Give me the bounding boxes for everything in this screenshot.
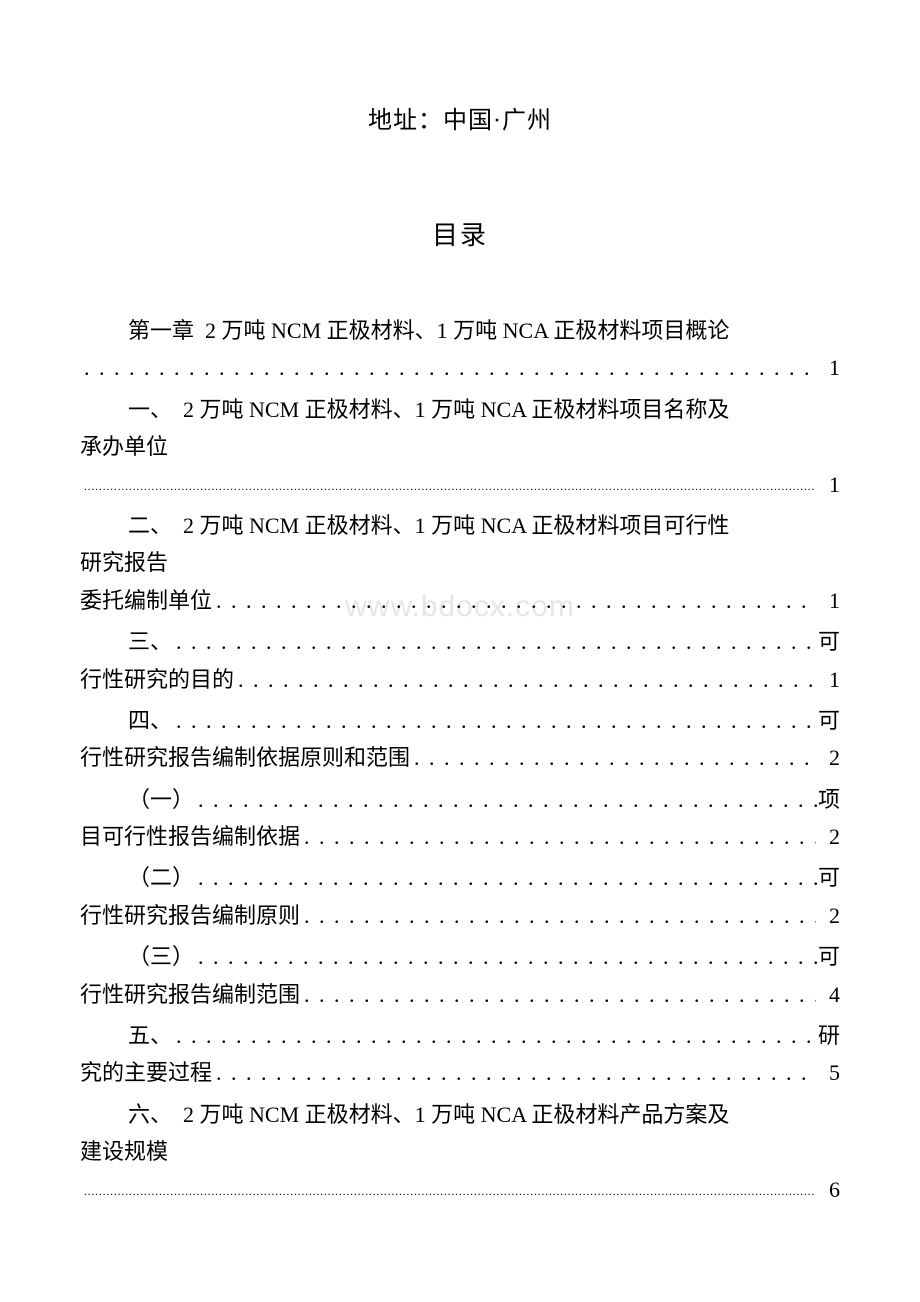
subitem-continuation: 目可行性报告编制依据 (80, 818, 300, 855)
toc-item: 三、 . . . . . . . . . . . . . . . . . . .… (80, 623, 840, 698)
item-label: 四、 (128, 702, 172, 739)
item-suffix: 研 (818, 1017, 840, 1054)
leader-dots: . . . . . . . . . . . . . . . . . . . . … (194, 781, 818, 818)
subitem-suffix: 项 (818, 781, 840, 818)
leader-dots: . . . . . . . . . . . . . . . . . . . . … (172, 1017, 818, 1054)
leader-dots: . . . . . . . . . . . . . . . . . . . . … (212, 1054, 816, 1091)
toc-title: 目录 (80, 215, 840, 252)
subitem-label: （三） (128, 938, 194, 975)
item-suffix: 可 (818, 623, 840, 660)
item-label: 五、 (128, 1017, 172, 1054)
page-number: 5 (816, 1054, 840, 1091)
toc-item: 一、 2 万吨 NCM 正极材料、1 万吨 NCA 正极材料项目名称及 承办单位… (80, 391, 840, 503)
page-number: 1 (816, 466, 840, 503)
leader-dots: . . . . . . . . . . . . . . . . . . . . … (172, 702, 818, 739)
subitem-continuation: 行性研究报告编制原则 (80, 897, 300, 934)
address-line: 地址：中国·广州 (80, 100, 840, 135)
leader-dots: . . . . . . . . . . . . . . . . . . . . … (300, 818, 816, 855)
chapter-text: 2 万吨 NCM 正极材料、1 万吨 NCA 正极材料项目概论 (205, 318, 729, 343)
leader-dots: . . . . . . . . . . . . . . . . . . . . … (410, 739, 816, 776)
page-number: 6 (816, 1171, 840, 1208)
page-number: 2 (816, 818, 840, 855)
toc-item: 二、 2 万吨 NCM 正极材料、1 万吨 NCA 正极材料项目可行性 研究报告… (80, 507, 840, 619)
page-number: 1 (816, 661, 840, 698)
leader-dots: . . . . . . . . . . . . . . . . . . . . … (234, 661, 816, 698)
page-number: 1 (816, 582, 840, 619)
page-number: 2 (816, 739, 840, 776)
leader-dots: ........................................… (80, 478, 816, 497)
item-suffix: 可 (818, 702, 840, 739)
item-continuation: 行性研究报告编制依据原则和范围 (80, 739, 410, 776)
subitem-continuation: 行性研究报告编制范围 (80, 976, 300, 1013)
toc-subitem: （三） . . . . . . . . . . . . . . . . . . … (80, 938, 840, 1013)
item-label: 三、 (128, 623, 172, 660)
item-continuation-2: 委托编制单位 (80, 582, 212, 619)
leader-dots: . . . . . . . . . . . . . . . . . . . . … (300, 897, 816, 934)
page-number: 2 (816, 897, 840, 934)
leader-dots: . . . . . . . . . . . . . . . . . . . . … (212, 582, 816, 619)
chapter-label: 第一章 (128, 318, 194, 343)
leader-dots: . . . . . . . . . . . . . . . . . . . . … (194, 859, 818, 896)
leader-dots: . . . . . . . . . . . . . . . . . . . . … (194, 938, 818, 975)
toc-subitem: （二） . . . . . . . . . . . . . . . . . . … (80, 859, 840, 934)
leader-dots: ........................................… (80, 1183, 816, 1202)
item-text: 2 万吨 NCM 正极材料、1 万吨 NCA 正极材料产品方案及 (183, 1102, 729, 1127)
leader-dots: . . . . . . . . . . . . . . . . . . . . … (172, 623, 818, 660)
item-text: 2 万吨 NCM 正极材料、1 万吨 NCA 正极材料项目可行性 (183, 513, 729, 538)
subitem-suffix: 可 (818, 938, 840, 975)
item-continuation: 究的主要过程 (80, 1054, 212, 1091)
item-label: 一、 (128, 397, 172, 422)
item-continuation: 行性研究的目的 (80, 661, 234, 698)
toc-chapter: 第一章 2 万吨 NCM 正极材料、1 万吨 NCA 正极材料项目概论 . . … (80, 312, 840, 387)
item-label: 二、 (128, 513, 172, 538)
item-text: 2 万吨 NCM 正极材料、1 万吨 NCA 正极材料项目名称及 (183, 397, 729, 422)
page-number: 1 (816, 349, 840, 386)
item-continuation: 研究报告 (80, 544, 840, 581)
leader-dots: . . . . . . . . . . . . . . . . . . . . … (80, 349, 816, 386)
toc-item: 五、 . . . . . . . . . . . . . . . . . . .… (80, 1017, 840, 1092)
toc-item: 四、 . . . . . . . . . . . . . . . . . . .… (80, 702, 840, 777)
subitem-label: （二） (128, 859, 194, 896)
item-continuation: 建设规模 (80, 1133, 840, 1170)
leader-dots: . . . . . . . . . . . . . . . . . . . . … (300, 976, 816, 1013)
document-content: 地址：中国·广州 目录 第一章 2 万吨 NCM 正极材料、1 万吨 NCA 正… (80, 100, 840, 1208)
toc-subitem: （一） . . . . . . . . . . . . . . . . . . … (80, 781, 840, 856)
item-continuation: 承办单位 (80, 428, 840, 465)
toc-item: 六、 2 万吨 NCM 正极材料、1 万吨 NCA 正极材料产品方案及 建设规模… (80, 1096, 840, 1208)
page-number: 4 (816, 976, 840, 1013)
subitem-label: （一） (128, 781, 194, 818)
subitem-suffix: 可 (818, 859, 840, 896)
item-label: 六、 (128, 1102, 172, 1127)
